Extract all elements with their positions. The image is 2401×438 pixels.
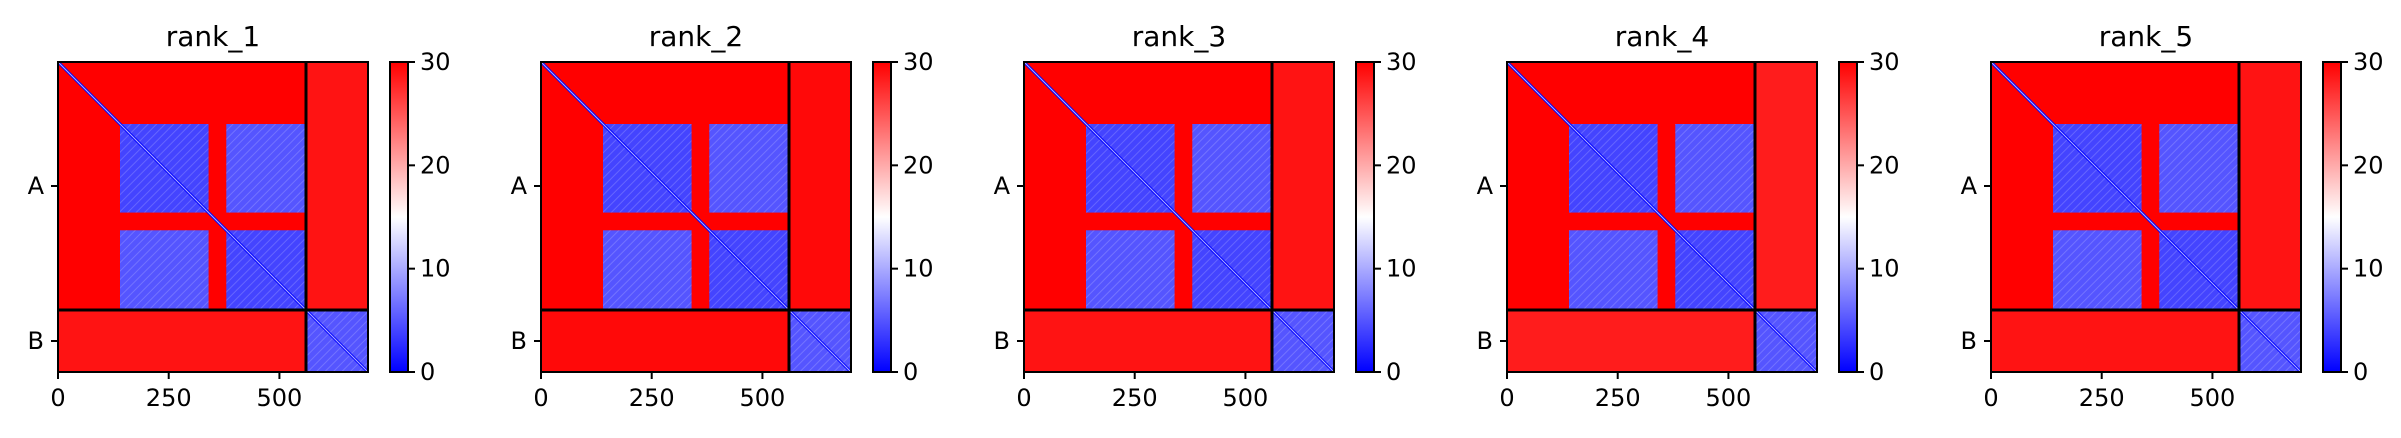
y-chain-label-A: A: [994, 172, 1011, 200]
colorbar-tick-label: 20: [2353, 151, 2384, 179]
interface-region-ab: [1755, 62, 1817, 310]
interface-region-ab: [306, 62, 368, 310]
heatmap-diagonal-highlight: [57, 61, 369, 373]
interface-region-ab: [1272, 62, 1334, 310]
heatmap-block-texture-1-0: [2053, 230, 2142, 310]
y-chain-label-B: B: [994, 327, 1010, 355]
heatmap-block-texture-1-0: [1086, 230, 1175, 310]
y-chain-label-B: B: [511, 327, 527, 355]
pae-panel-3: rank_3 0 250 500 A B 0 10 20 30: [994, 20, 1417, 412]
plot-frame: [57, 61, 369, 373]
colorbar-tick-label: 20: [1869, 151, 1900, 179]
colorbar: [873, 62, 891, 372]
colorbar-tick-label: 30: [903, 48, 934, 76]
plot-frame: [1506, 61, 1818, 373]
heatmap-block-texture-1-0: [1569, 230, 1658, 310]
colorbar-tick-label: 10: [903, 255, 934, 283]
colorbar-tick-label: 0: [1386, 358, 1401, 386]
interface-region-ba: [1507, 310, 1755, 372]
panel-title: rank_3: [1132, 20, 1226, 53]
heatmap-diagonal-highlight: [540, 61, 852, 373]
colorbar-frame: [872, 61, 892, 373]
x-tick-label: 500: [1706, 384, 1752, 412]
plot-frame: [1023, 61, 1335, 373]
colorbar-tick-label: 0: [1869, 358, 1884, 386]
heatmap-block-texture-0-1: [2159, 124, 2239, 213]
x-tick-label: 250: [1595, 384, 1641, 412]
pae-panel-2: rank_2 0 250 500 A B 0 10 20 30: [511, 20, 934, 412]
y-chain-label-A: A: [511, 172, 528, 200]
heatmap-block-texture-0-1: [709, 124, 789, 213]
colorbar-tick-label: 20: [1386, 151, 1417, 179]
colorbar-tick-label: 30: [1386, 48, 1417, 76]
panel-title: rank_2: [649, 20, 743, 53]
plot-frame: [1990, 61, 2302, 373]
colorbar-tick-label: 10: [420, 255, 451, 283]
panel-title: rank_4: [1615, 20, 1709, 53]
heatmap-block-texture-0-1: [226, 124, 306, 213]
interface-region-ba: [1024, 310, 1272, 372]
colorbar-tick-label: 30: [420, 48, 451, 76]
x-tick-label: 250: [629, 384, 675, 412]
y-chain-label-B: B: [28, 327, 44, 355]
x-tick-label: 500: [2190, 384, 2236, 412]
pae-panel-5: rank_5 0 250 500 A B 0 10 20 30: [1961, 20, 2384, 412]
y-chain-label-A: A: [28, 172, 45, 200]
heatmap-diagonal-highlight: [1023, 61, 1335, 373]
interface-region-ba: [1991, 310, 2239, 372]
x-tick-label: 0: [1983, 384, 1998, 412]
plot-frame: [540, 61, 852, 373]
x-tick-label: 500: [257, 384, 303, 412]
x-tick-label: 0: [50, 384, 65, 412]
pae-panel-1: rank_1 0 250 500 A B 0 10 20 30: [28, 20, 451, 412]
heatmap-block-texture-0-1: [1192, 124, 1272, 213]
x-tick-label: 250: [1112, 384, 1158, 412]
interface-region-ba: [58, 310, 306, 372]
y-chain-label-B: B: [1961, 327, 1977, 355]
colorbar-tick-label: 30: [1869, 48, 1900, 76]
colorbar-frame: [1838, 61, 1858, 373]
colorbar-frame: [389, 61, 409, 373]
colorbar-tick-label: 10: [1386, 255, 1417, 283]
pae-panel-4: rank_4 0 250 500 A B 0 10 20 30: [1477, 20, 1900, 412]
colorbar: [390, 62, 408, 372]
colorbar-tick-label: 10: [2353, 255, 2384, 283]
colorbar-tick-label: 0: [420, 358, 435, 386]
interface-region-ab: [2239, 62, 2301, 310]
heatmap-block-texture-0-1: [1675, 124, 1755, 213]
interface-region-ba: [541, 310, 789, 372]
colorbar: [1839, 62, 1857, 372]
x-tick-label: 0: [533, 384, 548, 412]
colorbar-tick-label: 10: [1869, 255, 1900, 283]
panel-title: rank_1: [166, 20, 260, 53]
x-tick-label: 0: [1499, 384, 1514, 412]
x-tick-label: 500: [740, 384, 786, 412]
y-chain-label-A: A: [1961, 172, 1978, 200]
colorbar-tick-label: 20: [420, 151, 451, 179]
colorbar-tick-label: 20: [903, 151, 934, 179]
colorbar-tick-label: 0: [2353, 358, 2368, 386]
colorbar-tick-label: 0: [903, 358, 918, 386]
colorbar: [1356, 62, 1374, 372]
x-tick-label: 500: [1223, 384, 1269, 412]
x-tick-label: 0: [1016, 384, 1031, 412]
x-tick-label: 250: [146, 384, 192, 412]
heatmap-block-texture-1-0: [120, 230, 209, 310]
colorbar-frame: [2322, 61, 2342, 373]
y-chain-label-B: B: [1477, 327, 1493, 355]
y-chain-label-A: A: [1477, 172, 1494, 200]
colorbar-frame: [1355, 61, 1375, 373]
colorbar-tick-label: 30: [2353, 48, 2384, 76]
interface-region-ab: [789, 62, 851, 310]
colorbar: [2323, 62, 2341, 372]
heatmap-diagonal-highlight: [1990, 61, 2302, 373]
heatmap-block-texture-1-0: [603, 230, 692, 310]
panel-title: rank_5: [2099, 20, 2193, 53]
heatmap-diagonal-highlight: [1506, 61, 1818, 373]
x-tick-label: 250: [2079, 384, 2125, 412]
